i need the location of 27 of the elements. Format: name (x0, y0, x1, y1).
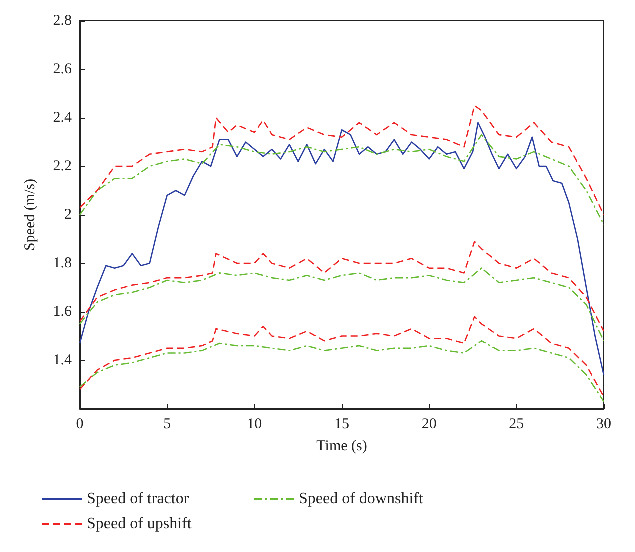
x-tick-label: 20 (422, 416, 437, 432)
line-series (79, 105, 605, 216)
y-tick-label: 2 (64, 207, 72, 223)
x-tick-label: 10 (247, 416, 262, 432)
legend-label: Speed of downshift (299, 490, 424, 508)
y-tick-label: 2.8 (53, 13, 72, 29)
line-series (79, 340, 605, 402)
line-series (79, 316, 605, 398)
x-tick-label: 5 (164, 416, 172, 432)
y-tick-label: 1.4 (53, 352, 72, 368)
x-tick-label: 0 (76, 416, 84, 432)
x-axis-title: Time (s) (316, 438, 368, 454)
x-tick-label: 25 (509, 416, 524, 432)
y-axis-title: Speed (m/s) (22, 178, 38, 252)
legend-label: Speed of tractor (87, 490, 190, 508)
line-series (79, 134, 605, 226)
y-tick-label: 1.6 (53, 304, 72, 320)
legend-label: Speed of upshift (87, 516, 192, 532)
y-tick-label: 1.8 (53, 256, 72, 272)
y-tick-label: 2.2 (53, 158, 72, 174)
x-tick-label: 15 (334, 416, 350, 432)
line-series (79, 268, 605, 342)
y-tick-label: 2.4 (53, 110, 72, 126)
x-tick-label: 30 (596, 416, 612, 432)
line-series (79, 241, 605, 332)
line-series (79, 122, 605, 376)
y-tick-label: 2.6 (53, 62, 72, 78)
